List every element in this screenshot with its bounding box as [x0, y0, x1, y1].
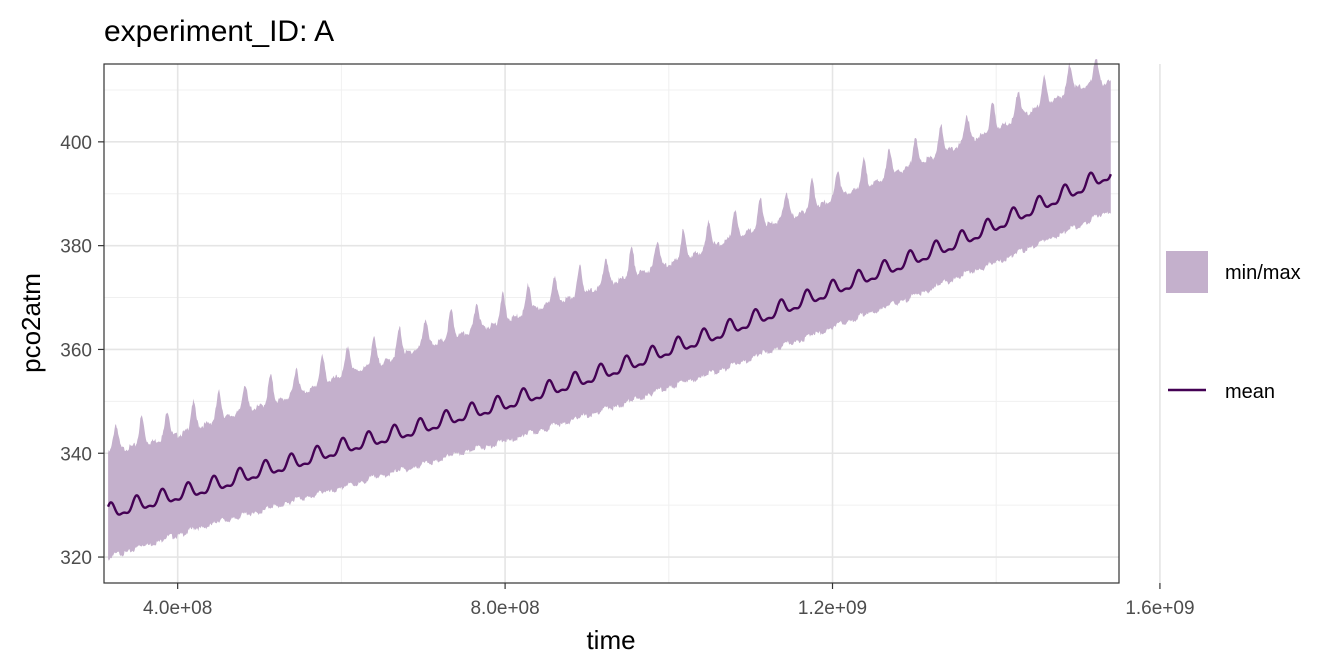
y-tick-label: 360	[60, 340, 92, 361]
x-axis: 4.0e+08 8.0e+08 1.2e+09 1.6e+09	[143, 583, 1195, 619]
mean-line	[106, 171, 1112, 516]
x-tick-label: 4.0e+08	[143, 598, 212, 619]
x-tick-label: 1.2e+09	[798, 598, 867, 619]
legend-label-mean: mean	[1225, 381, 1275, 403]
min-max-ribbon	[108, 58, 1111, 561]
y-axis: 320 340 360 380 400	[60, 133, 104, 569]
x-tick-label: 1.6e+09	[1125, 598, 1194, 619]
y-tick-label: 380	[60, 237, 92, 258]
x-axis-title: time	[586, 625, 635, 655]
y-tick-label: 340	[60, 444, 92, 465]
y-tick-label: 400	[60, 133, 92, 154]
x-tick-label: 8.0e+08	[470, 598, 539, 619]
legend-key-min-max	[1166, 251, 1208, 293]
y-axis-title: pco2atm	[16, 273, 46, 373]
chart-title: experiment_ID: A	[104, 15, 334, 48]
plot-border	[103, 63, 1120, 584]
legend: min/max mean	[1166, 251, 1301, 403]
legend-label-min-max: min/max	[1225, 262, 1301, 284]
y-tick-label: 320	[60, 548, 92, 569]
